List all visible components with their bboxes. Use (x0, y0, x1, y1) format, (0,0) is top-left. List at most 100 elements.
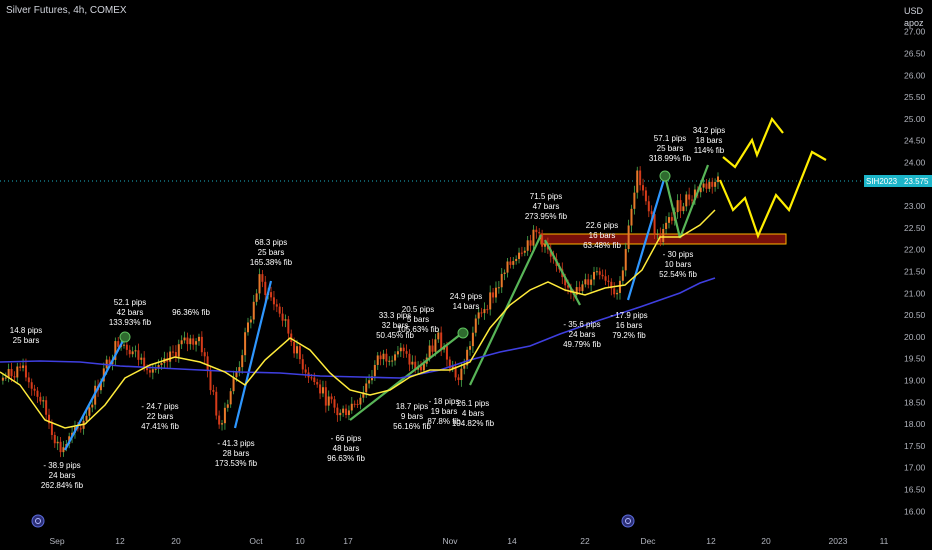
economic-event-icon[interactable] (621, 514, 635, 528)
candle-body (598, 271, 601, 275)
y-tick-label: 19.00 (904, 375, 926, 385)
candle-body (448, 359, 451, 369)
time-axis[interactable]: Sep 12 20 Oct 10 17 Nov 14 22 Dec 12 20 2023 11 (49, 536, 888, 546)
annotation-line: 24.9 pips (450, 292, 482, 301)
candle-body (339, 412, 342, 416)
candle-body (336, 407, 339, 416)
candle-body (578, 287, 581, 292)
candle-body (226, 404, 229, 408)
candle-body (137, 350, 140, 360)
candle-body (526, 240, 529, 251)
annotation-line: 34.2 pips (693, 126, 725, 135)
annotation-line: 10 bars (665, 260, 692, 269)
candle-body (515, 258, 518, 262)
candle-body (356, 403, 359, 405)
candle-body (42, 400, 45, 402)
pattern-leg (663, 175, 682, 239)
annotation-line: 5 bars (407, 315, 429, 324)
candle-body (676, 200, 679, 213)
candle-body (630, 208, 633, 226)
candle-body (177, 344, 180, 357)
candle-body (699, 187, 702, 193)
candle-body (45, 400, 48, 415)
annotation-line: 18 bars (696, 136, 723, 145)
candle-body (154, 368, 157, 370)
candle-body (290, 333, 293, 342)
candle-body (221, 423, 224, 425)
candle-body (621, 270, 624, 281)
candle-body (131, 351, 134, 355)
y-tick-label: 21.00 (904, 288, 926, 298)
candle-body (705, 183, 708, 189)
candle-body (541, 233, 544, 247)
candle-body (394, 354, 397, 361)
candle-body (30, 382, 33, 389)
candle-body (50, 423, 53, 435)
candle-body (117, 341, 120, 347)
y-tick-label: 19.50 (904, 354, 926, 364)
candle-body (460, 368, 463, 381)
candle-body (382, 353, 385, 360)
annotation-line: 96.63% fib (327, 454, 365, 463)
measure-annotation: - 66 pips 48 bars 96.63% fib (327, 434, 365, 463)
measure-annotation: 52.1 pips 42 bars 133.93% fib (109, 298, 152, 327)
measure-annotation: - 41.3 pips 28 bars 173.53% fib (215, 439, 258, 468)
projection-path-lower (718, 150, 827, 240)
candle-body (301, 359, 304, 370)
annotation-line: 105.63% fib (397, 325, 440, 334)
candle-body (128, 349, 131, 355)
annotation-line: - 38.9 pips (43, 461, 80, 470)
y-tick-label: 24.50 (904, 136, 926, 146)
candle-body (174, 352, 177, 357)
price-axis[interactable]: 16.00 16.50 17.00 17.50 18.00 18.50 19.00 19.50… (904, 27, 926, 517)
annotation-line: 49.79% fib (563, 340, 601, 349)
candle-body (616, 292, 619, 295)
annotation-line: 22 bars (147, 412, 174, 421)
candle-body (693, 189, 696, 201)
annotation-line: 57.1 pips (654, 134, 686, 143)
pivot-markers (119, 170, 671, 343)
candle-body (313, 377, 316, 383)
candle-body (258, 274, 261, 294)
candle-body (122, 344, 125, 346)
candle-body (324, 387, 327, 406)
candle-body (543, 244, 546, 247)
economic-event-icon[interactable] (31, 514, 45, 528)
x-tick-label: Sep (49, 536, 64, 546)
annotation-line: - 66 pips (331, 434, 362, 443)
candle-body (437, 332, 440, 340)
candle-body (264, 281, 267, 296)
candle-body (656, 233, 659, 235)
measure-annotation: - 38.9 pips 24 bars 262.84% fib (41, 461, 84, 490)
candle-body (353, 403, 356, 405)
annotation-line: 47.41% fib (141, 422, 179, 431)
x-tick-label: 2023 (829, 536, 848, 546)
annotation-line: 22.6 pips (586, 221, 618, 230)
candle-body (477, 312, 480, 319)
annotation-line: 14 bars (453, 302, 480, 311)
candle-body (172, 351, 175, 353)
candle-body (391, 360, 394, 362)
candle-body (653, 214, 656, 234)
candle-body (454, 366, 457, 378)
annotations: 14.8 pips 25 bars- 38.9 pips 24 bars 262.84… (10, 126, 725, 490)
price-tag: SIH2023 23.575 (864, 175, 932, 187)
annotation-line: 47 bars (533, 202, 560, 211)
candle-body (19, 366, 22, 368)
candle-body (319, 384, 322, 394)
candle-body (593, 271, 596, 280)
y-tick-label: 24.00 (904, 157, 926, 167)
measure-annotation: 68.3 pips 25 bars 165.38% fib (250, 238, 293, 267)
candle-body (428, 345, 431, 358)
annotation-line: 96.36% fib (172, 308, 210, 317)
candle-body (370, 376, 373, 381)
measure-annotation: 26.1 pips 4 bars 104.82% fib (452, 399, 495, 428)
measure-annotation: 96.36% fib (172, 308, 210, 317)
annotation-line: 56.16% fib (393, 422, 431, 431)
candle-body (244, 332, 247, 356)
candle-body (679, 200, 682, 212)
candle-body (362, 392, 365, 398)
candle-body (647, 201, 650, 212)
candle-body (457, 377, 460, 381)
